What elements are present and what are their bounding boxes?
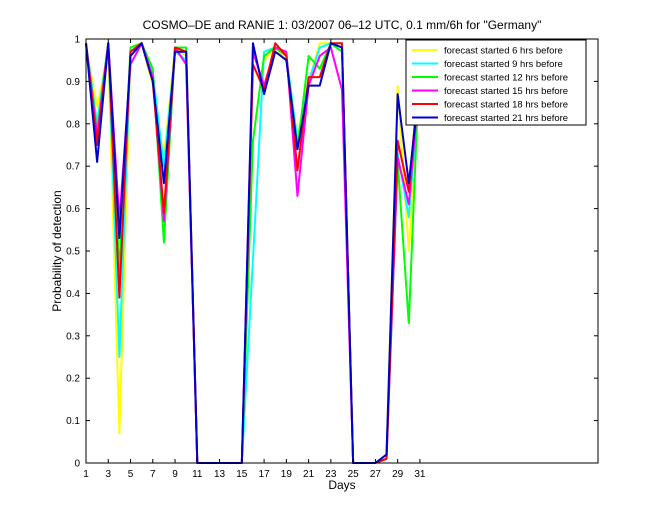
- x-tick-label: 9: [172, 469, 178, 480]
- y-tick-label: 1: [74, 35, 80, 46]
- y-tick-label: 0.9: [66, 77, 80, 88]
- legend-label-2: forecast started 9 hrs before: [444, 59, 563, 70]
- x-tick-label: 23: [325, 469, 337, 480]
- y-tick-label: 0.4: [66, 289, 80, 300]
- x-tick-label: 5: [128, 469, 134, 480]
- x-tick-label: 19: [281, 469, 293, 480]
- legend-label-3: forecast started 12 hrs before: [444, 73, 568, 84]
- x-tick-label: 31: [414, 469, 426, 480]
- legend-label-6: forecast started 21 hrs before: [444, 113, 568, 124]
- series-lines: [85, 42, 421, 464]
- series-1-segment-1: [85, 42, 242, 464]
- x-tick-label: 1: [83, 469, 89, 480]
- x-tick-label: 17: [259, 469, 271, 480]
- legend: forecast started 6 hrs before forecast st…: [405, 39, 587, 126]
- x-tick-label: 25: [348, 469, 360, 480]
- y-tick-label: 0.2: [66, 374, 80, 385]
- series-line-2: [85, 42, 421, 464]
- x-axis-ticks: 1 3 5 7 9 11 13 15 17 19 21 23 25 27 29 31: [83, 39, 426, 480]
- x-tick-label: 21: [303, 469, 315, 480]
- y-tick-label: 0.6: [66, 204, 80, 215]
- x-tick-label: 29: [392, 469, 404, 480]
- y-tick-label: 0.7: [66, 162, 80, 173]
- legend-label-5: forecast started 18 hrs before: [444, 100, 568, 111]
- series-2-segment-1: [85, 42, 421, 464]
- x-tick-label: 11: [192, 469, 203, 480]
- x-tick-label: 13: [214, 469, 226, 480]
- chart-title: COSMO–DE and RANIE 1: 03/2007 06–12 UTC,…: [143, 18, 542, 32]
- x-tick-label: 3: [105, 469, 111, 480]
- y-tick-label: 0: [74, 459, 80, 470]
- x-tick-label: 7: [150, 469, 156, 480]
- legend-label-4: forecast started 15 hrs before: [444, 86, 568, 97]
- x-tick-label: 27: [370, 469, 382, 480]
- y-tick-label: 0.5: [66, 247, 80, 258]
- y-tick-label: 0.8: [66, 119, 80, 130]
- y-tick-label: 0.3: [66, 331, 80, 342]
- y-axis-ticks: 0 0.1 0.2 0.3 0.4 0.5 0.6 0.7 0.8 0.9 1: [66, 35, 598, 470]
- y-tick-label: 0.1: [66, 416, 80, 427]
- y-axis-label: Probability of detection: [50, 190, 64, 311]
- x-tick-label: 15: [236, 469, 248, 480]
- legend-box: [405, 39, 587, 126]
- legend-label-1: forecast started 6 hrs before: [444, 46, 563, 57]
- x-axis-label: Days: [328, 478, 355, 492]
